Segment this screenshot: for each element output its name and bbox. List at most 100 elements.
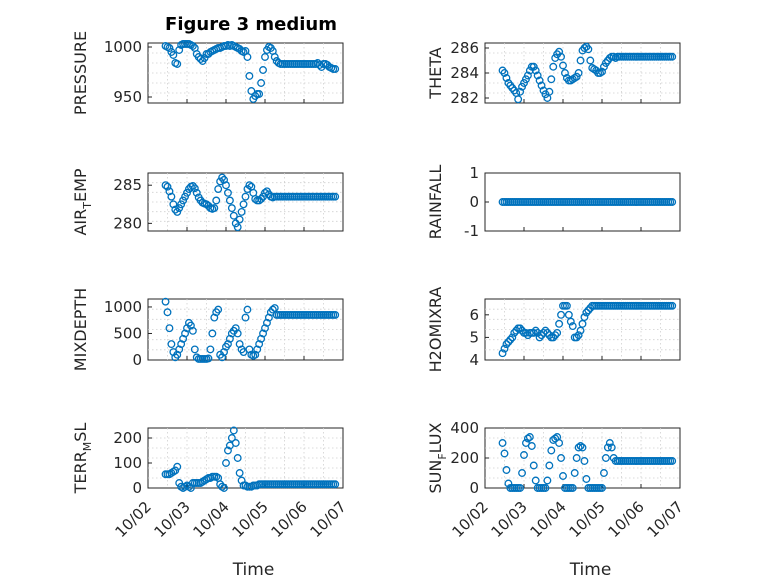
y-tick-label: 6 [469,306,479,324]
y-tick-label: 0 [469,193,479,211]
data-point [555,319,564,328]
data-point [529,62,538,71]
data-point [175,345,184,354]
y-axis-label: SUNFLUX [426,422,449,493]
figure-title: Figure 3 medium [165,14,337,35]
data-point [161,297,170,306]
data-point [523,71,532,80]
data-point [512,326,521,335]
data-point [218,353,227,362]
data-point [584,45,593,54]
x-tick-label: 10/06 [268,498,311,541]
data-point [586,56,595,65]
data-point [578,443,587,452]
x-tick-label: 10/04 [190,498,233,541]
data-point [537,81,546,90]
data-point [518,469,526,477]
data-point [605,439,614,447]
data-point [541,90,550,99]
data-point [257,194,266,203]
y-tick-label: 284 [450,64,479,82]
y-tick-label: 0 [469,479,479,497]
data-point [206,345,215,354]
data-point [237,476,246,485]
data-point [165,324,174,333]
data-point [175,204,184,213]
y-tick-label: 285 [113,176,142,194]
data-point [225,196,234,205]
data-point [173,350,182,359]
data-point [574,331,583,340]
data-point [200,54,209,62]
y-axis-label-main: H2OMIXRA [426,287,445,373]
data-point [527,442,536,450]
data-point [576,442,585,450]
data-point [175,46,184,54]
data-point [210,313,219,322]
data-point [235,215,244,224]
series-markers [161,426,340,492]
data-point [584,306,593,315]
data-point [518,82,526,91]
x-tick-label: 10/02 [112,498,155,541]
data-point [167,192,176,201]
data-point [235,340,244,349]
data-point [179,196,188,205]
data-point [502,340,511,349]
subplot-air_temp: 280 285 AIRTEMP [71,168,344,236]
data-point [668,198,677,206]
data-point [214,305,223,314]
data-point [177,200,186,209]
data-point [188,326,197,335]
data-point [529,461,538,470]
data-point [223,340,232,349]
data-point [578,319,587,328]
data-point [598,484,606,492]
y-tick-label: -1 [464,222,479,240]
data-point [223,188,232,197]
data-point [181,192,189,201]
data-point [177,340,186,349]
y-tick-label: 0 [132,351,142,369]
x-tick-label: 10/04 [527,498,570,541]
y-axis-label: PRESSURE [71,31,90,115]
data-point [541,484,550,492]
data-point [214,185,223,193]
data-point [173,207,182,216]
series-markers [498,301,677,358]
data-point [541,326,550,335]
y-tick-label: 1 [469,164,479,182]
data-point [216,177,225,186]
data-point [576,326,585,335]
data-point [598,67,606,76]
y-axis-label-main: PRESSURE [71,31,90,115]
data-point [227,204,236,213]
data-point [186,321,195,330]
x-tick-label: 10/07 [644,498,687,541]
data-point [551,331,560,340]
data-point [518,326,526,335]
data-point [231,324,240,333]
data-point [529,328,538,337]
y-tick-label: 400 [450,419,479,437]
data-point [163,308,172,317]
data-point [508,333,517,342]
data-point [264,313,273,322]
data-point [190,184,199,193]
data-point [545,331,554,340]
y-axis-label-main: AIR [71,209,90,236]
data-point [533,71,542,80]
series-markers [498,198,677,206]
x-tick-label: 10/05 [229,498,272,541]
data-point [223,446,232,455]
data-point [331,192,340,201]
data-point [580,457,589,465]
data-point [582,308,591,317]
data-point [502,466,511,474]
data-point [239,200,248,209]
y-axis-label-main: MIXDEPTH [71,288,90,371]
data-point [331,310,340,319]
data-point [188,182,197,190]
